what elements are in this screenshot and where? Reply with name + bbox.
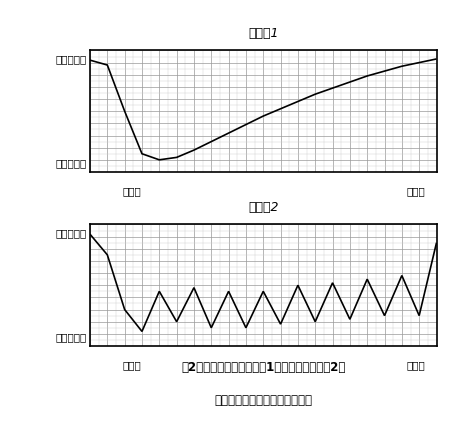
Text: とてもよい: とてもよい <box>55 54 86 64</box>
Text: の適応のパターンを表すグラフ: の適応のパターンを表すグラフ <box>214 394 312 407</box>
Text: 図2　経過・躍進（グラフ1）と波状（グラフ2）: 図2 経過・躍進（グラフ1）と波状（グラフ2） <box>181 361 346 374</box>
Text: グラフ1: グラフ1 <box>248 27 279 40</box>
Text: ひ　ど　い: ひ ど い <box>55 159 86 168</box>
Text: 診　断: 診 断 <box>122 361 141 371</box>
Text: 現　在: 現 在 <box>406 187 425 197</box>
Text: グラフ2: グラフ2 <box>248 201 279 214</box>
Text: 診　断: 診 断 <box>122 187 141 197</box>
Text: 現　在: 現 在 <box>406 361 425 371</box>
Text: とてもよい: とてもよい <box>55 228 86 238</box>
Text: ひ　ど　い: ひ ど い <box>55 333 86 343</box>
